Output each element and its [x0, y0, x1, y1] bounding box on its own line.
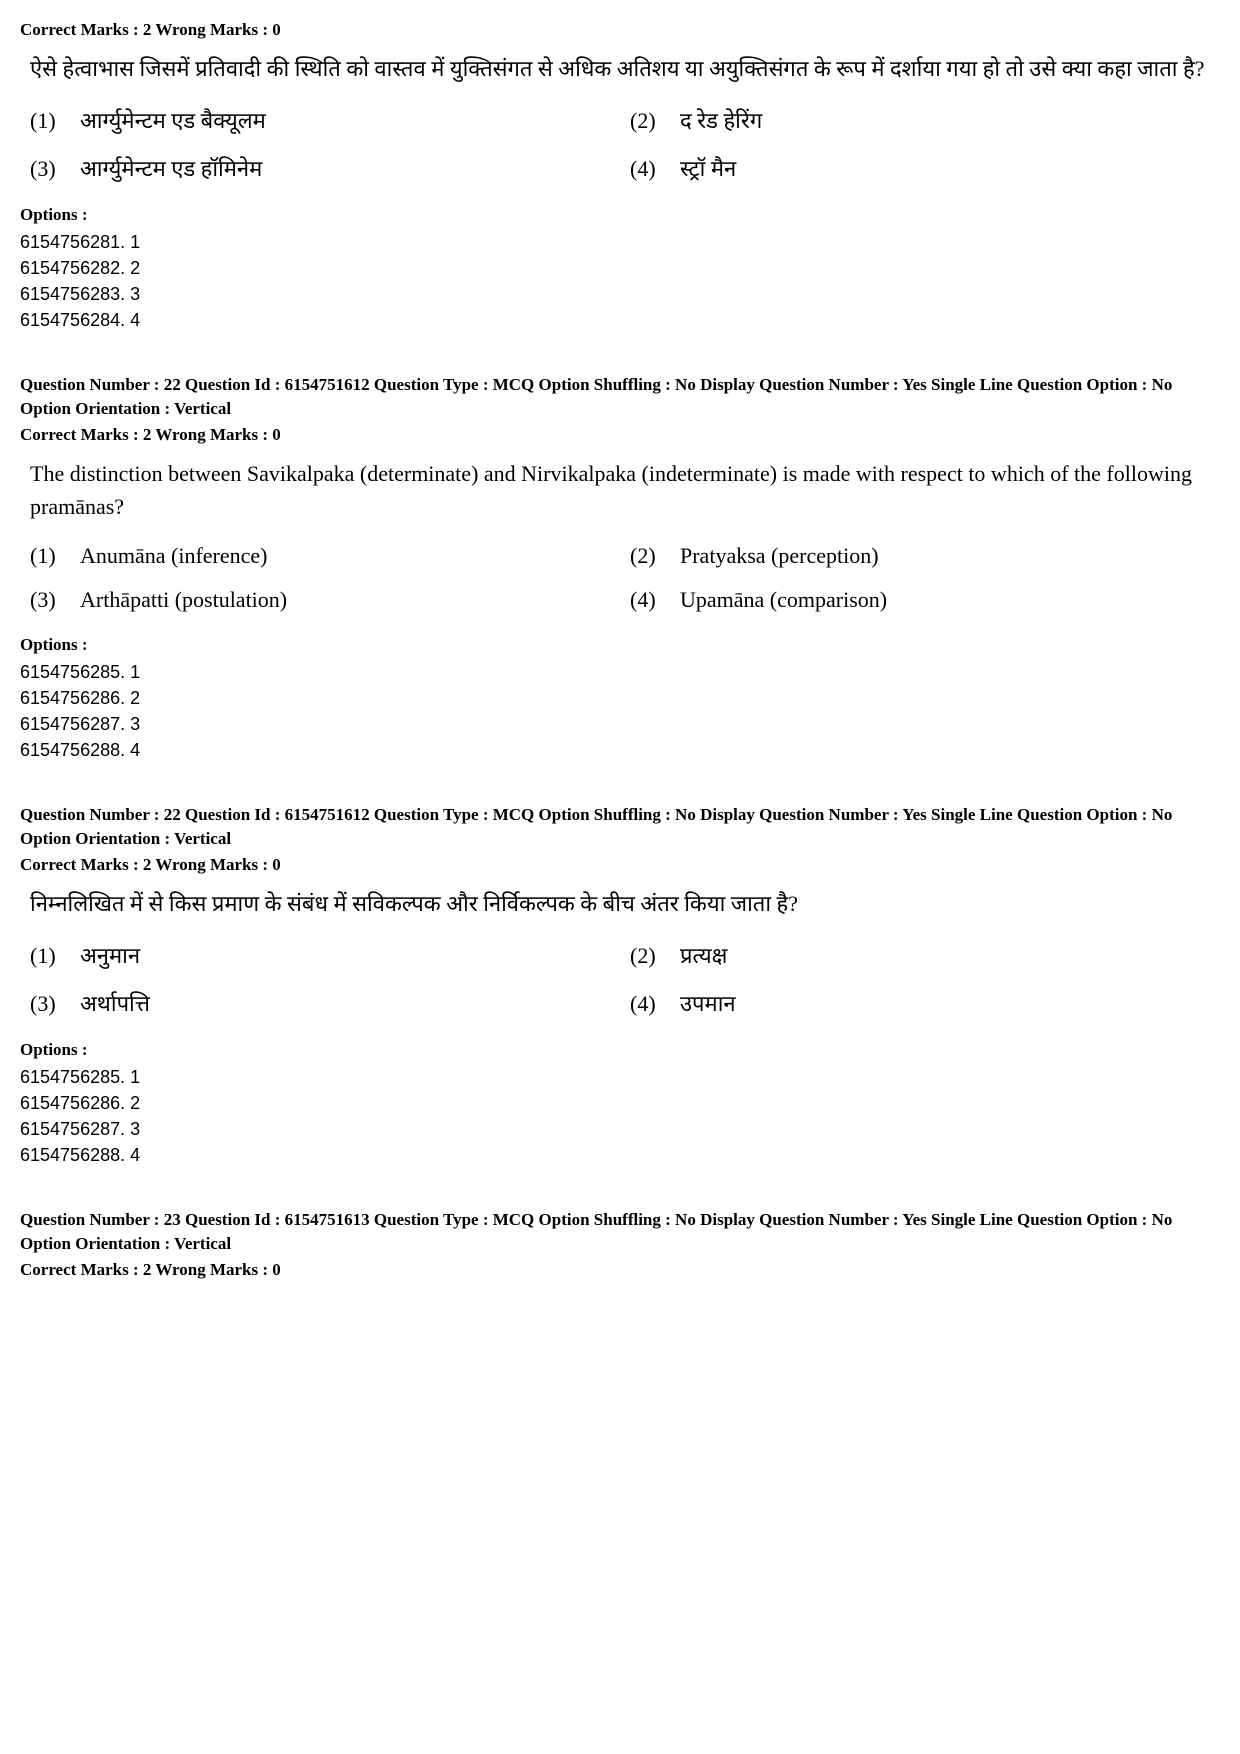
choice-text: Upamāna (comparison)	[680, 587, 1210, 613]
choice-text: आर्ग्युमेन्टम एड हॉमिनेम	[80, 153, 610, 183]
question-text: निम्नलिखित में से किस प्रमाण के संबंध मे…	[30, 887, 1220, 920]
choice-item: (2) प्रत्यक्ष	[630, 940, 1210, 970]
choice-text: अनुमान	[80, 940, 610, 970]
choice-item: (2) द रेड हेरिंग	[630, 105, 1210, 135]
choice-number: (2)	[630, 943, 680, 969]
option-item: 6154756281. 1	[20, 229, 1220, 255]
choice-text: Arthāpatti (postulation)	[80, 587, 610, 613]
choice-text: अर्थापत्ति	[80, 988, 610, 1018]
choice-number: (3)	[30, 587, 80, 613]
choice-item: (3) आर्ग्युमेन्टम एड हॉमिनेम	[30, 153, 610, 183]
question-block: Question Number : 22 Question Id : 61547…	[20, 803, 1220, 1168]
question-block: Question Number : 22 Question Id : 61547…	[20, 373, 1220, 763]
option-item: 6154756282. 2	[20, 255, 1220, 281]
choice-number: (2)	[630, 108, 680, 134]
choice-item: (3) अर्थापत्ति	[30, 988, 610, 1018]
question-meta: Question Number : 22 Question Id : 61547…	[20, 373, 1220, 421]
choice-text: स्ट्रॉ मैन	[680, 153, 1210, 183]
choice-item: (4) स्ट्रॉ मैन	[630, 153, 1210, 183]
choice-item: (2) Pratyaksa (perception)	[630, 543, 1210, 569]
choice-number: (1)	[30, 943, 80, 969]
options-label: Options :	[20, 1040, 1220, 1060]
choice-text: उपमान	[680, 988, 1210, 1018]
option-item: 6154756283. 3	[20, 281, 1220, 307]
choice-item: (3) Arthāpatti (postulation)	[30, 587, 610, 613]
option-item: 6154756288. 4	[20, 1142, 1220, 1168]
question-meta: Question Number : 23 Question Id : 61547…	[20, 1208, 1220, 1256]
choice-number: (1)	[30, 543, 80, 569]
choice-number: (1)	[30, 108, 80, 134]
choice-text: प्रत्यक्ष	[680, 940, 1210, 970]
option-item: 6154756286. 2	[20, 685, 1220, 711]
choice-item: (4) Upamāna (comparison)	[630, 587, 1210, 613]
choice-text: आर्ग्युमेन्टम एड बैक्यूलम	[80, 105, 610, 135]
option-item: 6154756285. 1	[20, 1064, 1220, 1090]
option-item: 6154756284. 4	[20, 307, 1220, 333]
marks-line: Correct Marks : 2 Wrong Marks : 0	[20, 20, 1220, 40]
option-item: 6154756285. 1	[20, 659, 1220, 685]
choices-grid: (1) अनुमान (2) प्रत्यक्ष (3) अर्थापत्ति …	[30, 940, 1210, 1018]
option-item: 6154756287. 3	[20, 1116, 1220, 1142]
choice-number: (3)	[30, 991, 80, 1017]
marks-line: Correct Marks : 2 Wrong Marks : 0	[20, 1260, 1220, 1280]
choices-grid: (1) आर्ग्युमेन्टम एड बैक्यूलम (2) द रेड …	[30, 105, 1210, 183]
question-block: Question Number : 23 Question Id : 61547…	[20, 1208, 1220, 1280]
option-item: 6154756288. 4	[20, 737, 1220, 763]
question-text: ऐसे हेत्वाभास जिसमें प्रतिवादी की स्थिति…	[30, 52, 1220, 85]
choice-item: (1) आर्ग्युमेन्टम एड बैक्यूलम	[30, 105, 610, 135]
choice-number: (3)	[30, 156, 80, 182]
question-text: The distinction between Savikalpaka (det…	[30, 457, 1220, 523]
marks-line: Correct Marks : 2 Wrong Marks : 0	[20, 425, 1220, 445]
marks-line: Correct Marks : 2 Wrong Marks : 0	[20, 855, 1220, 875]
choice-number: (2)	[630, 543, 680, 569]
choice-number: (4)	[630, 156, 680, 182]
choice-text: Anumāna (inference)	[80, 543, 610, 569]
choice-number: (4)	[630, 991, 680, 1017]
choice-item: (4) उपमान	[630, 988, 1210, 1018]
question-meta: Question Number : 22 Question Id : 61547…	[20, 803, 1220, 851]
options-label: Options :	[20, 205, 1220, 225]
choices-grid: (1) Anumāna (inference) (2) Pratyaksa (p…	[30, 543, 1210, 613]
choice-text: द रेड हेरिंग	[680, 105, 1210, 135]
choice-number: (4)	[630, 587, 680, 613]
choice-item: (1) Anumāna (inference)	[30, 543, 610, 569]
options-label: Options :	[20, 635, 1220, 655]
question-block: Correct Marks : 2 Wrong Marks : 0 ऐसे हे…	[20, 20, 1220, 333]
option-item: 6154756286. 2	[20, 1090, 1220, 1116]
option-item: 6154756287. 3	[20, 711, 1220, 737]
choice-text: Pratyaksa (perception)	[680, 543, 1210, 569]
choice-item: (1) अनुमान	[30, 940, 610, 970]
